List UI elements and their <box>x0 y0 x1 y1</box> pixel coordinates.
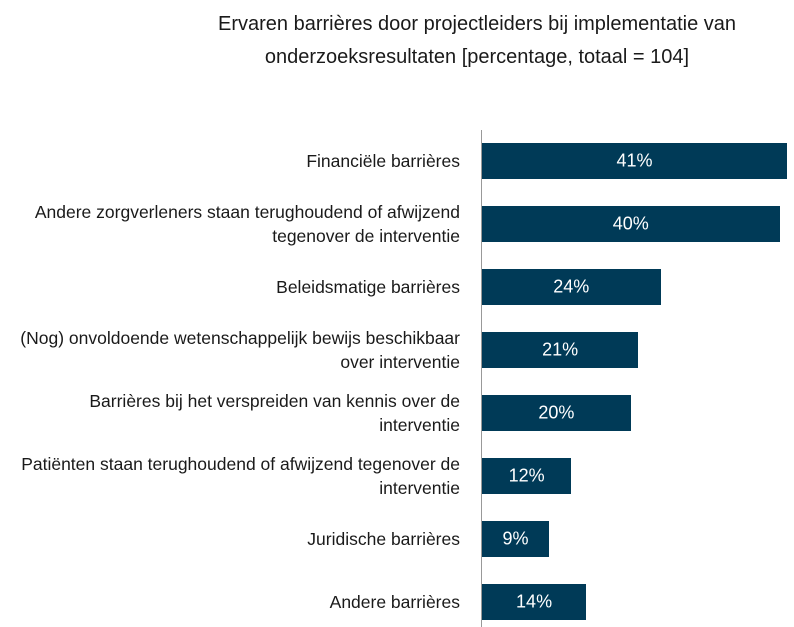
value-label: 40% <box>612 213 649 234</box>
axis-line <box>481 130 482 627</box>
category-label: (Nog) onvoldoende wetenschappelijk bewij… <box>20 328 460 372</box>
bar <box>482 206 780 242</box>
category-label: Barrières bij het verspreiden van kennis… <box>89 391 460 435</box>
category-label: Andere barrières <box>329 592 460 612</box>
value-label: 14% <box>516 591 553 612</box>
category-label: Juridische barrières <box>307 529 460 549</box>
bar <box>482 143 787 179</box>
bar <box>482 269 661 305</box>
bar <box>482 458 572 494</box>
value-label: 21% <box>542 339 579 360</box>
category-label: Patiënten staan terughoudend of afwijzen… <box>21 454 460 498</box>
category-label: Beleidsmatige barrières <box>276 277 460 297</box>
value-label: 9% <box>502 528 529 549</box>
bar <box>482 332 639 368</box>
bar <box>482 521 549 557</box>
value-label: 20% <box>538 402 575 423</box>
value-label: 41% <box>616 150 653 171</box>
bar <box>482 584 587 620</box>
category-label: Andere zorgverleners staan terughoudend … <box>34 202 460 246</box>
chart-title: Ervaren barrières door projectleiders bi… <box>217 13 737 68</box>
bar <box>482 395 631 431</box>
category-label: Financiële barrières <box>306 151 460 171</box>
value-label: 24% <box>553 276 590 297</box>
value-label: 12% <box>508 465 545 486</box>
